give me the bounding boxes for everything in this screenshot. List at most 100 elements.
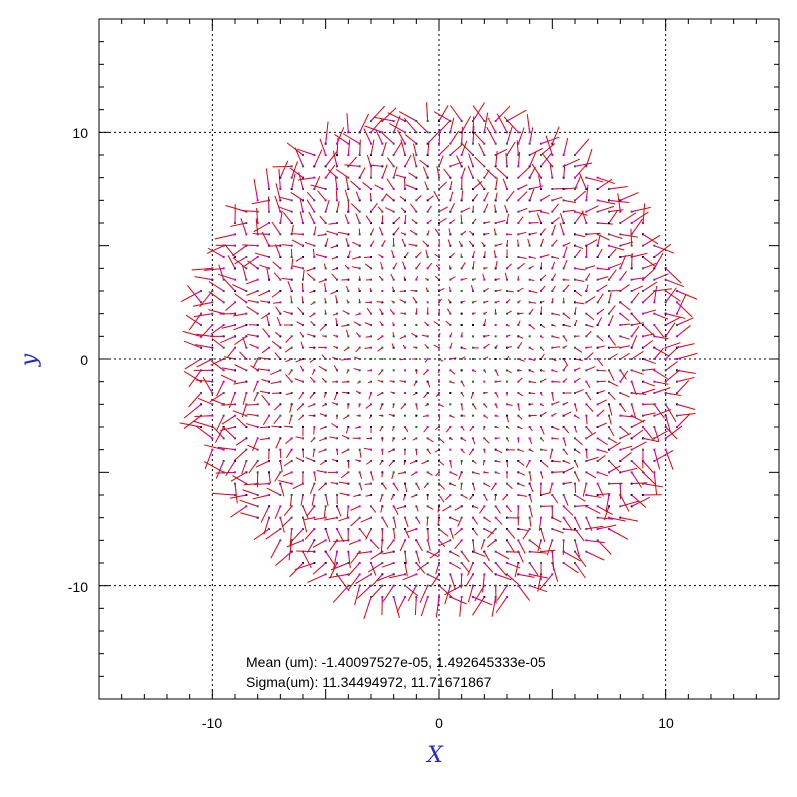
vector-base	[620, 301, 625, 306]
vector-base	[241, 413, 247, 417]
vector-base	[370, 562, 374, 568]
vector-base	[563, 244, 567, 247]
vector-base	[563, 265, 566, 269]
vector-base	[608, 446, 614, 451]
vector-base	[287, 198, 292, 201]
vector-base	[313, 231, 316, 235]
vector-base	[324, 380, 327, 383]
vector-base	[426, 289, 429, 292]
vector-base	[620, 313, 624, 317]
vector-base	[335, 551, 338, 558]
vector-base	[323, 437, 326, 440]
vector-base	[392, 277, 395, 280]
vector-base	[448, 311, 451, 314]
vector-base	[676, 306, 681, 314]
vector-base	[266, 240, 270, 246]
vector-base	[426, 254, 429, 258]
vector-base	[574, 517, 578, 523]
sigma-annotation: Sigma(um): 11.34494972, 11.71671867	[246, 674, 492, 690]
vector-base	[277, 472, 281, 476]
vector-base	[574, 184, 578, 190]
vector-field	[179, 102, 698, 620]
vector-base	[298, 528, 304, 534]
vector-base	[665, 354, 671, 360]
vector-base	[346, 196, 349, 201]
vector-base	[586, 471, 590, 475]
vector-base	[253, 425, 258, 428]
vector-base	[540, 150, 547, 156]
vector-base	[449, 574, 453, 580]
vector-base	[608, 517, 615, 520]
vector-base	[380, 209, 383, 212]
vector-base	[232, 392, 236, 399]
vector-base	[368, 266, 372, 269]
vector-base	[279, 460, 282, 466]
vector-base	[392, 301, 394, 303]
vector-base	[402, 335, 406, 338]
vector-base	[438, 162, 441, 167]
vector-base	[332, 517, 338, 520]
vector-base	[654, 245, 662, 249]
vector-base	[230, 368, 236, 371]
vector-base	[574, 301, 579, 304]
vector-base	[392, 254, 395, 258]
vector-base	[312, 358, 315, 361]
vector-base	[266, 347, 270, 350]
vector-base	[506, 562, 512, 566]
vector-base	[539, 540, 542, 545]
vector-base	[540, 243, 543, 246]
vector-base	[597, 185, 603, 190]
vector-base	[423, 128, 429, 133]
vector-base	[244, 404, 247, 409]
vector-base	[335, 184, 338, 190]
vector-base	[608, 218, 613, 224]
vector-base	[311, 540, 315, 545]
vector-base	[631, 343, 634, 348]
vector-base	[206, 380, 213, 383]
vector-base	[654, 381, 660, 384]
vector-base	[266, 400, 270, 405]
vector-base	[346, 347, 349, 350]
vector-base	[323, 324, 327, 328]
vector-base	[438, 289, 442, 292]
vector-base	[653, 262, 658, 269]
vector-base	[308, 152, 315, 156]
vector-base	[325, 242, 327, 246]
vector-base	[654, 347, 660, 352]
vector-base	[435, 574, 440, 580]
vector-base	[322, 483, 327, 487]
vector-base	[301, 415, 304, 418]
vector-base	[415, 551, 418, 556]
vector-base	[631, 255, 638, 258]
vector-base	[380, 278, 383, 280]
vector-base	[665, 404, 670, 411]
vector-base	[193, 425, 202, 428]
vector-base	[597, 471, 602, 475]
vector-base	[642, 266, 648, 269]
vector-base	[403, 243, 406, 246]
vector-base	[574, 494, 579, 498]
vector-base	[540, 211, 544, 213]
vector-base	[528, 243, 531, 246]
vector-base	[375, 129, 383, 133]
vector-base	[219, 344, 224, 349]
vector-base	[325, 172, 330, 178]
vector-base	[457, 115, 463, 122]
vector-base	[254, 368, 258, 371]
vector-base	[195, 296, 202, 303]
vector-base	[381, 150, 385, 156]
vector-base	[586, 313, 590, 317]
vector-base	[232, 263, 236, 269]
vector-base	[518, 460, 521, 464]
vector-base	[289, 378, 293, 382]
vector-base	[574, 323, 577, 326]
vector-base	[404, 162, 408, 167]
vector-base	[608, 356, 613, 360]
vector-base	[529, 267, 532, 269]
vector-base	[529, 369, 532, 372]
vector-base	[196, 370, 202, 377]
vector-base	[276, 369, 281, 373]
vector-base	[426, 186, 429, 190]
vector-base	[288, 460, 292, 464]
vector-base	[368, 528, 372, 533]
